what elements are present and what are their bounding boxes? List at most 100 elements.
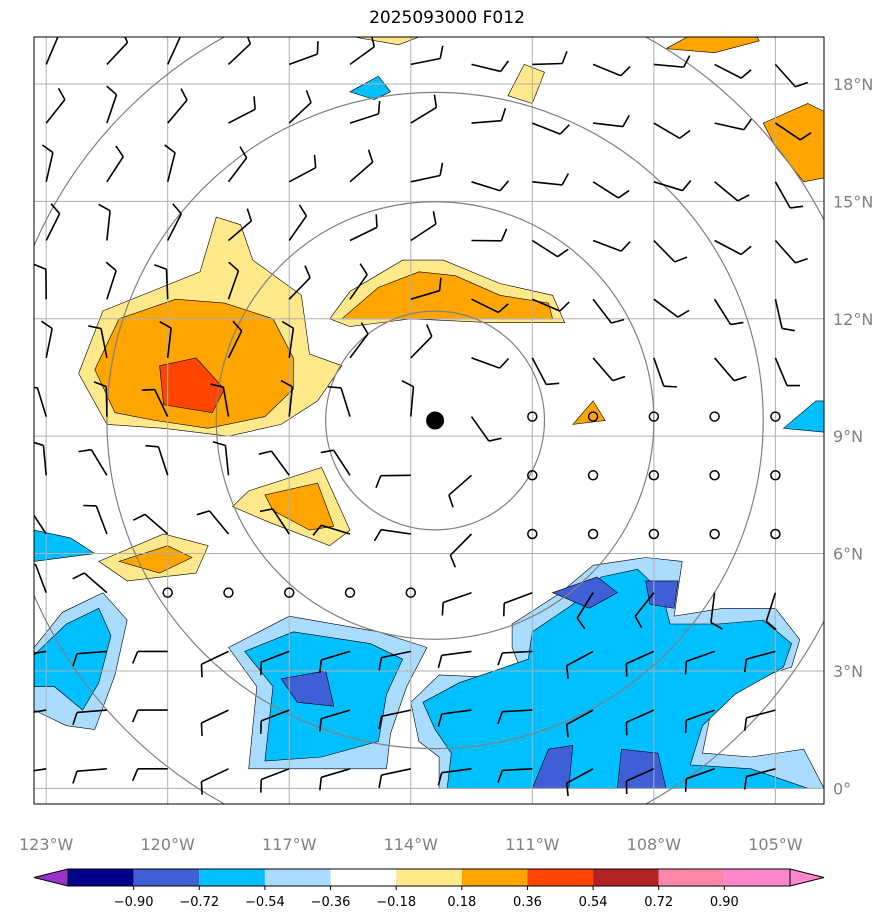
wind-barb [531,298,570,312]
wind-barb-staff [45,328,53,359]
wind-barb [34,768,47,775]
wind-barb [593,114,630,128]
wind-barb [45,203,61,241]
wind-barb-staff [746,768,776,778]
wind-barb [375,474,411,489]
wind-barb-staff [592,357,614,382]
wind-barb-flag [34,385,38,389]
wind-barb-flag [743,659,748,673]
wind-barb [227,208,253,242]
wind-barb-flag [106,85,118,96]
wind-barb [471,357,510,369]
wind-barb [131,709,168,723]
wind-barb-staff [714,239,742,256]
latitude-tick-label: 3°N [833,662,863,681]
anomaly-fill-layer [34,37,824,789]
wind-barb [45,87,66,124]
wind-barb-flag [72,572,85,580]
wind-barb-flag [497,711,504,725]
wind-barb-flag [212,440,226,447]
wind-barb-staff [349,161,374,183]
wind-barb-staff [531,239,559,258]
wind-barb [774,63,808,88]
wind-barb-flag [72,653,78,667]
wind-barb [166,37,181,65]
wind-barb-staff [502,650,533,654]
wind-barb [532,51,568,66]
wind-barb-flag [260,720,262,734]
wind-barb-staff [774,181,791,209]
wind-barb-staff [653,63,684,68]
wind-barb-flag [546,382,560,386]
wind-barb [713,298,744,326]
wind-barb [72,768,107,784]
wind-barb-flag [401,379,414,388]
colorbar-segment [461,869,528,886]
wind-barb-flag [131,709,139,723]
wind-barb-flag [561,173,570,186]
wind-barb [200,650,229,678]
wind-barb [228,96,256,124]
wind-barb-staff [471,119,502,124]
wind-barb-flag [72,712,78,726]
wind-barb-flag [34,440,44,447]
wind-barb-flag [12,656,19,669]
wind-barb-staff [166,213,182,241]
positive-anomaly-region [664,37,760,54]
wind-barb [93,381,108,417]
wind-barb-staff [470,416,490,442]
wind-barb-flag [48,37,59,38]
wind-barb-flag [105,261,117,272]
wind-barb-flag [795,81,808,88]
wind-barb [441,591,472,616]
wind-barb-staff [76,650,107,655]
wind-barb [83,504,108,535]
wind-barb [260,768,290,793]
longitude-tick-label: 120°W [141,835,196,854]
colorbar-tick-label: −0.36 [311,895,351,910]
wind-barb-staff [34,768,47,775]
wind-barb [167,88,188,124]
calm-wind-circle [770,528,781,540]
wind-barb-staff [270,450,290,476]
wind-barb-staff [321,650,351,661]
wind-barb-staff [566,709,594,726]
longitude-tick-label: 111°W [505,835,560,854]
wind-barb-flag [88,325,102,330]
wind-barb-flag [449,554,457,568]
wind-barb-flag [559,301,570,312]
wind-barb-staff [332,449,351,476]
wind-barb-flag [98,203,111,212]
wind-barb-staff [201,709,229,724]
wind-barb [684,709,715,734]
wind-barb-flag [500,60,509,72]
wind-barb [131,650,168,664]
wind-barb-staff [531,357,547,385]
wind-barb-flag [432,211,437,225]
wind-barb-flag [316,41,319,55]
wind-barb [159,321,172,358]
wind-barb-flag [622,114,630,127]
wind-barb [774,181,804,209]
wind-barb [212,440,230,476]
wind-barb [565,650,594,679]
wind-barb [227,37,252,65]
wind-barb [34,709,47,716]
wind-barb-flag [180,88,188,101]
wind-barb-staff [201,768,229,783]
wind-barb [259,508,290,535]
wind-barb-staff [260,768,290,781]
wind-barb [634,592,655,629]
wind-barb-flag [620,241,631,252]
wind-barb-flag [359,263,368,276]
calm-wind-circle [587,528,599,540]
wind-barb-flag [439,162,444,176]
wind-barb-flag [93,381,107,388]
wind-barb-staff [340,387,351,417]
wind-barb-flag [196,510,210,516]
wind-barb-staff [90,449,108,476]
storm-center-marker [426,411,445,430]
wind-barb-flag [500,108,507,121]
latitude-tick-label: 0° [833,779,851,798]
longitude-tick-label: 123°W [19,835,74,854]
